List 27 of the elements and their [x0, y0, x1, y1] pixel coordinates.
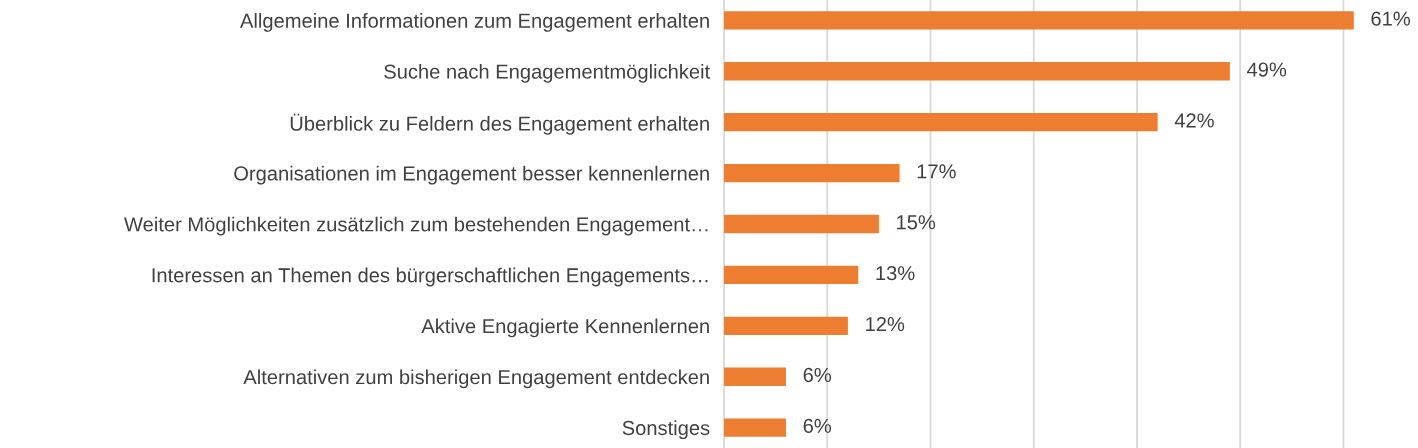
y-tick-label: Alternativen zum bisherigen Engagement entdecken [243, 369, 709, 389]
bar [724, 214, 879, 234]
data-label: 12% [866, 316, 905, 332]
data-label: 49% [1247, 62, 1287, 77]
bar [724, 62, 1230, 81]
data-label: 42% [1174, 113, 1214, 128]
data-label: 17% [917, 164, 956, 179]
y-tick-label: Allgemeine Informationen zum Engagement erhalten [240, 13, 709, 32]
data-label: 6% [803, 418, 832, 434]
y-tick-label: Aktive Engagierte Kennenlernen [421, 318, 709, 338]
y-tick-label: Suche nach Engagementmöglichkeit [384, 63, 711, 83]
y-tick-label: Interessen an Themen des bürgerschaftlichen Engagements… [152, 267, 708, 287]
bar [724, 316, 848, 335]
y-tick-label: Überblick zu Feldern des Engagement erhalten [290, 113, 709, 135]
bar [724, 113, 1158, 132]
y-tick-label: Sonstiges [622, 420, 710, 440]
data-label: 15% [897, 215, 936, 230]
y-tick-label: Weiter Möglichkeiten zusätzlich zum bestehenden Engagement… [124, 216, 708, 236]
y-tick-label: Organisationen im Engagement besser kennenlernen [234, 165, 709, 185]
bar [724, 163, 900, 183]
bar [724, 11, 1354, 30]
data-label: 13% [876, 266, 915, 281]
bar [724, 418, 786, 437]
bar [724, 367, 786, 386]
data-label: 6% [803, 367, 832, 383]
bar [724, 265, 859, 285]
data-label: 61% [1371, 11, 1411, 26]
